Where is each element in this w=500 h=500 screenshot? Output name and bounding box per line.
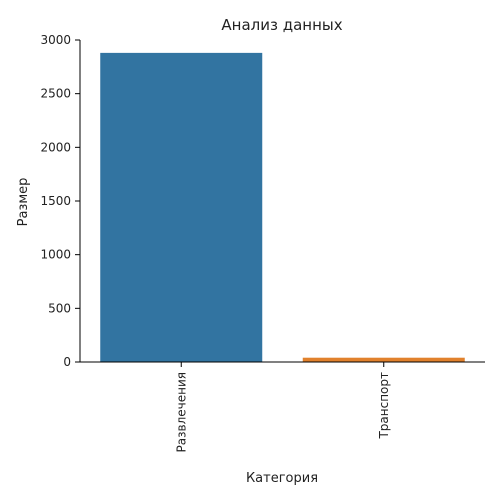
- bars-group: [100, 52, 465, 362]
- bar-1: [100, 52, 263, 362]
- y-tick-label-6: 2500: [40, 87, 71, 101]
- chart-title: Анализ данных: [221, 16, 342, 34]
- y-tick-label-5: 2000: [40, 140, 71, 154]
- y-tick-label-7: 3000: [40, 33, 71, 47]
- y-axis: 0 500 1000 1500 2000 2500 3000: [40, 33, 81, 369]
- y-tick-label-3: 1000: [40, 248, 71, 262]
- x-tick-label-2: Транспорт: [377, 372, 391, 440]
- y-tick-label-1: 0: [63, 355, 71, 369]
- bar-2: [302, 357, 465, 362]
- y-tick-label-4: 1500: [40, 194, 71, 208]
- x-tick-label-1: Развлечения: [174, 372, 188, 452]
- y-tick-label-2: 500: [48, 301, 71, 315]
- x-axis-label: Категория: [246, 471, 318, 486]
- y-axis-label: Размер: [16, 178, 31, 227]
- x-axis: Развлечения Транспорт: [80, 361, 485, 452]
